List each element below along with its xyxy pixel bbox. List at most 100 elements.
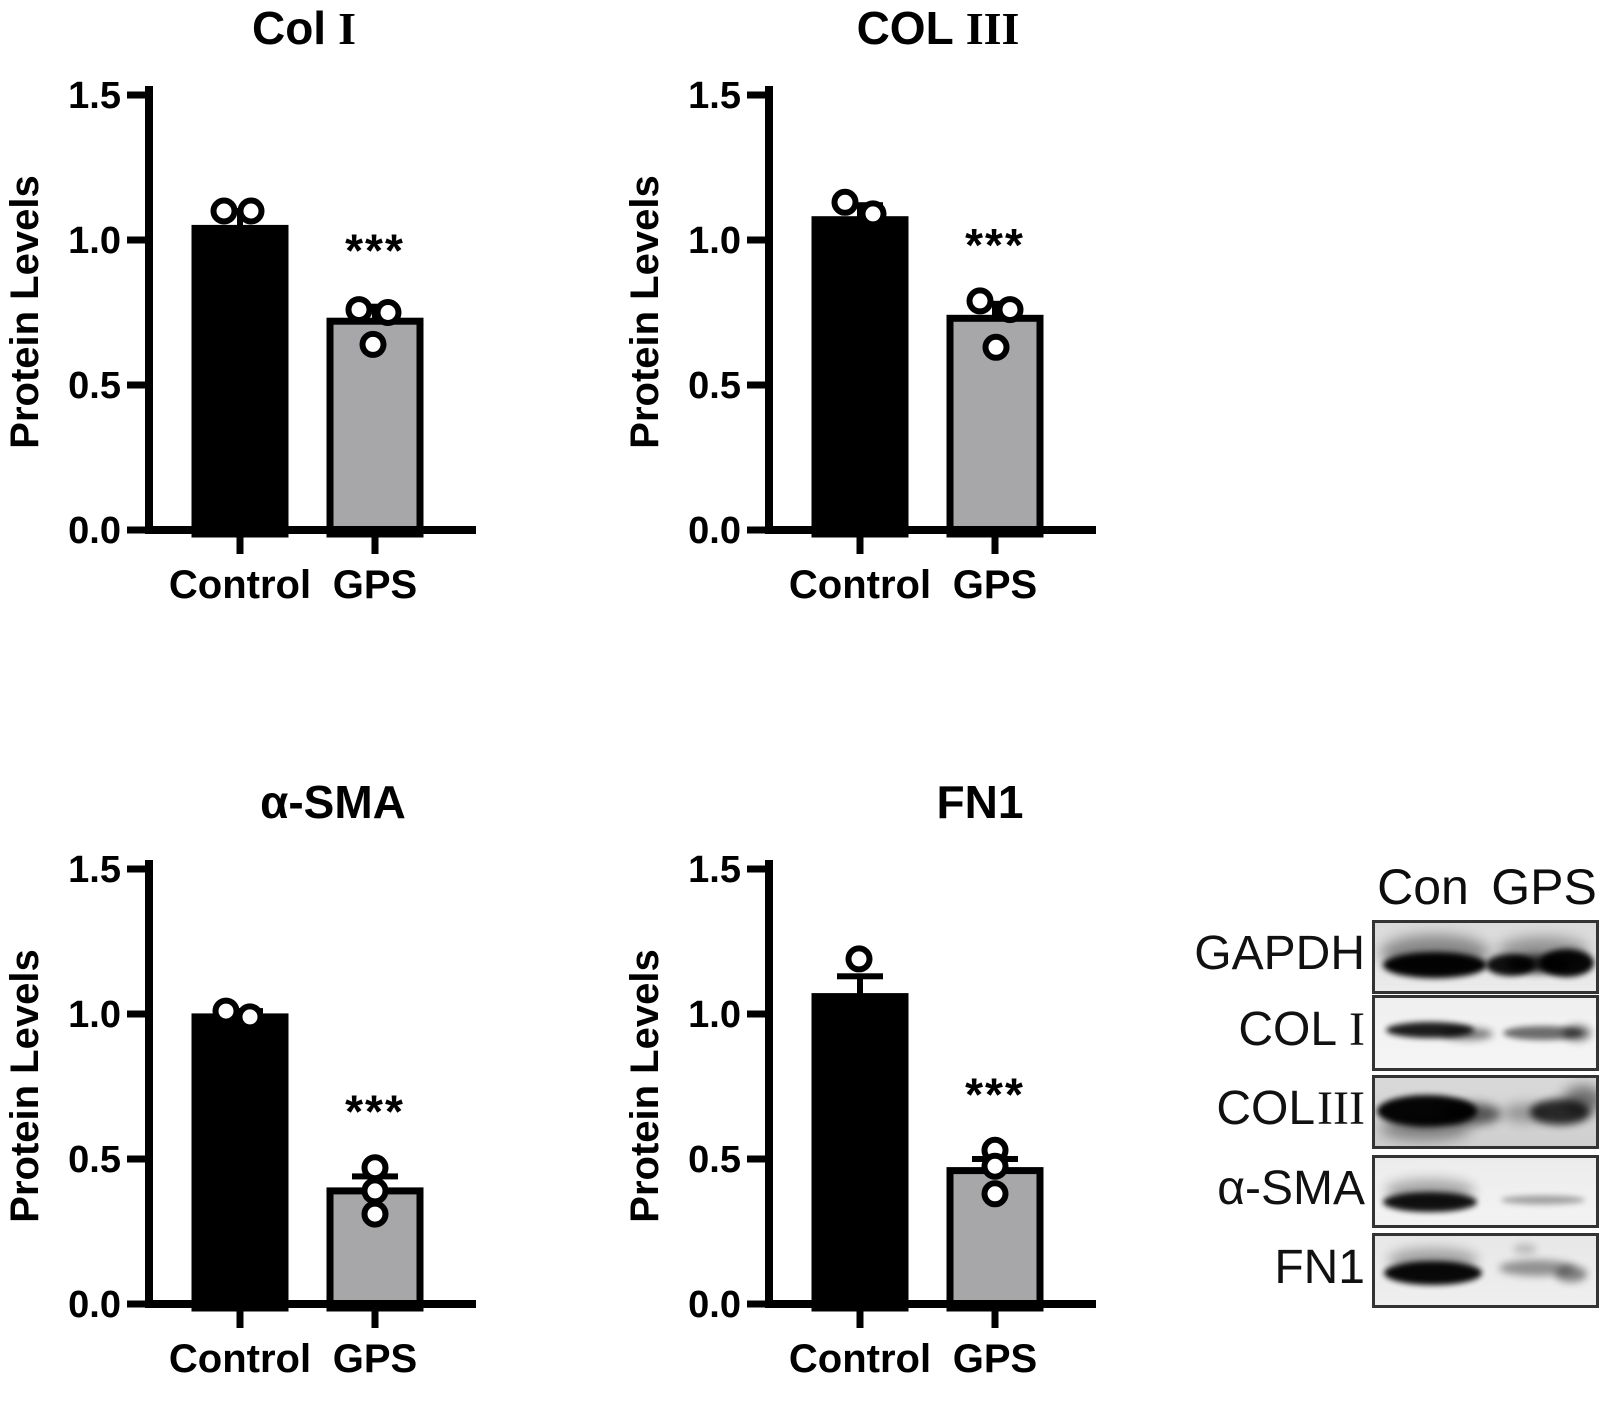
blot-lane-header-con: Con: [1377, 859, 1469, 915]
data-point: [996, 296, 1024, 324]
y-tick: [747, 1300, 765, 1308]
blot-band: [1388, 1248, 1478, 1272]
blot-row-label-text: GAPDH: [1194, 927, 1365, 980]
chart-title: Col I: [252, 2, 356, 54]
data-point: [212, 997, 240, 1025]
data-point: [236, 1003, 264, 1031]
y-tick-label: 1.5: [68, 849, 121, 891]
y-tick: [747, 1010, 765, 1018]
y-tick: [747, 865, 765, 873]
data-point: [981, 1180, 1009, 1208]
data-point: [237, 197, 265, 225]
x-tick: [856, 534, 864, 554]
blot-strip-frame: [1372, 1155, 1599, 1228]
blot-row: α-SMA: [1150, 1155, 1600, 1228]
error-bar: [237, 211, 243, 229]
significance-stars: ***: [345, 1086, 405, 1138]
blot-strip: [1375, 1236, 1596, 1305]
data-point: [966, 287, 994, 315]
y-tick-label: 0.5: [688, 1139, 741, 1181]
x-category-label: GPS: [333, 1337, 417, 1381]
blot-band: [1497, 937, 1589, 965]
blot-row: COL III: [1150, 1075, 1600, 1149]
chart-panel-col-iii: COL III Protein Levels 0.0 0.5 1.0 1.5 Control *…: [620, 0, 1240, 630]
y-tick: [127, 91, 145, 99]
error-bar-cap: [972, 300, 1018, 307]
chart-panel-fn1: FN1 Protein Levels 0.0 0.5 1.0 1.5 Control *** G…: [620, 774, 1240, 1404]
significance-stars: ***: [345, 225, 405, 277]
blot-band: [1385, 1179, 1475, 1203]
x-category-label: GPS: [953, 563, 1037, 607]
blot-band: [1555, 1266, 1587, 1282]
blot-strip: [1375, 923, 1596, 991]
x-tick: [371, 534, 379, 554]
blot-band: [1503, 1026, 1583, 1040]
data-point: [361, 1154, 389, 1182]
y-axis: [765, 860, 773, 1308]
blot-band: [1503, 1104, 1547, 1122]
x-tick: [856, 1308, 864, 1328]
chart-title: FN1: [937, 776, 1024, 828]
blot-row: FN1: [1150, 1233, 1600, 1308]
chart-title: α-SMA: [260, 776, 406, 828]
x-axis: [145, 526, 476, 534]
bar-chart-fn1: FN1 Protein Levels 0.0 0.5 1.0 1.5 Control *** G…: [623, 776, 1096, 1381]
x-category-label: GPS: [953, 1337, 1037, 1381]
data-point: [831, 188, 859, 216]
blot-strip-frame: [1372, 920, 1599, 994]
y-tick: [747, 236, 765, 244]
blot-band: [1563, 1025, 1591, 1041]
bar-control: [811, 216, 909, 538]
data-point: [361, 1177, 389, 1205]
error-bar-cap: [352, 303, 398, 310]
y-tick-label: 0.0: [68, 1284, 121, 1326]
bar-control: [811, 993, 909, 1312]
error-bar-cap: [837, 202, 883, 209]
y-tick-label: 0.5: [688, 365, 741, 407]
bar-chart-col-i: Col I Protein Levels 0.0 0.5 1.0 1.5 Control ***…: [3, 2, 476, 607]
x-axis: [765, 526, 1096, 534]
y-axis-label: Protein Levels: [623, 949, 667, 1222]
data-point: [374, 299, 402, 326]
blot-row-label: COL I: [1238, 995, 1365, 1065]
blot-row: GAPDH: [1150, 920, 1600, 994]
y-tick-label: 0.0: [68, 510, 121, 552]
y-tick-label: 0.5: [68, 1139, 121, 1181]
y-tick-label: 1.0: [688, 994, 741, 1036]
y-tick-label: 1.5: [688, 849, 741, 891]
x-tick: [991, 1308, 999, 1328]
blot-row-label-numeral: III: [1317, 1082, 1365, 1135]
y-tick-label: 1.0: [68, 220, 121, 262]
data-point: [981, 1152, 1009, 1180]
significance-stars: ***: [965, 219, 1025, 271]
western-blot-panel: Con GPS GAPDH COL I COL III α-SMA FN1: [1150, 840, 1600, 1345]
y-tick: [747, 381, 765, 389]
blot-lane-header-gps: GPS: [1491, 859, 1597, 915]
y-tick: [127, 1300, 145, 1308]
blot-strip-frame: [1372, 1233, 1599, 1308]
bar-control: [191, 1013, 289, 1312]
data-point: [210, 197, 238, 225]
y-tick-label: 1.0: [688, 220, 741, 262]
x-category-label: Control: [169, 563, 311, 607]
x-tick: [991, 534, 999, 554]
x-tick: [236, 534, 244, 554]
blot-row-label-text: FN1: [1274, 1240, 1365, 1294]
y-tick-label: 0.5: [68, 365, 121, 407]
y-axis-label: Protein Levels: [3, 949, 47, 1222]
blot-row-label: FN1: [1274, 1233, 1365, 1302]
error-bar: [857, 976, 863, 997]
bar-control: [191, 224, 289, 538]
blot-band: [1380, 1116, 1470, 1140]
y-axis-label: Protein Levels: [3, 175, 47, 448]
chart-title: COL III: [857, 2, 1020, 54]
x-category-label: Control: [789, 1337, 931, 1381]
x-category-label: Control: [789, 563, 931, 607]
blot-band: [1380, 935, 1490, 971]
x-axis: [145, 1300, 476, 1308]
y-axis: [145, 86, 153, 534]
blot-row-label: GAPDH: [1194, 920, 1365, 988]
y-tick: [127, 526, 145, 534]
error-bar: [992, 303, 998, 319]
y-axis-label: Protein Levels: [623, 175, 667, 448]
